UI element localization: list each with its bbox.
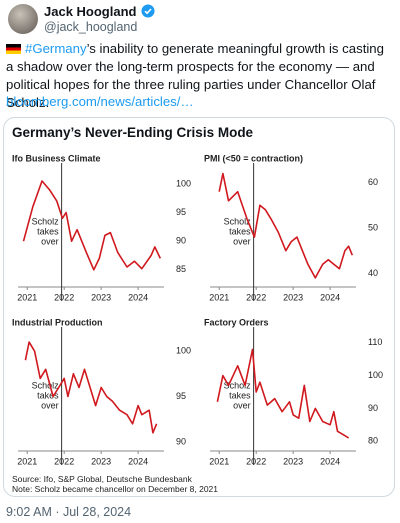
source-note: Source: Ifo, S&P Global, Deutsche Bundes… [12,474,192,484]
annotation: over [233,400,251,410]
x-tick-label: 2022 [246,292,266,302]
x-tick-label: 2024 [320,292,340,302]
data-line [24,341,158,434]
x-tick-label: 2021 [17,456,37,466]
data-line [22,180,162,271]
author-name[interactable]: Jack Hoogland [44,4,137,19]
y-tick-label: 80 [368,436,378,446]
y-tick-label: 60 [368,177,378,187]
x-tick-label: 2023 [91,292,111,302]
x-tick-label: 2024 [128,456,148,466]
media-card[interactable] [3,117,395,497]
y-tick-label: 90 [176,436,186,446]
x-tick-label: 2022 [54,456,74,466]
x-tick-label: 2023 [283,456,303,466]
tweet-text: #Germany’s inability to generate meaning… [6,40,394,112]
chart-panel: PMI (<50 = contraction) 40 50 60 2021 2022 202… [204,153,378,302]
tweet-body: ’s inability to generate meaningful grow… [6,41,384,110]
footnote: Note: Scholz became chancellor on Decemb… [12,484,219,494]
annotation: Scholz [224,380,252,390]
y-tick-label: 95 [176,207,186,217]
hashtag[interactable]: #Germany [25,41,87,56]
y-tick-label: 110 [368,337,382,347]
y-tick-label: 100 [176,178,191,188]
data-line [216,348,350,439]
x-tick-label: 2023 [283,292,303,302]
author-handle[interactable]: @jack_hoogland [44,20,138,34]
x-tick-label: 2024 [320,456,340,466]
chart-panel: Factory Orders 80 90 100 110 2021 2022 2023 2024… [204,317,383,466]
annotation: over [233,236,251,246]
chart-panel: Industrial Production 90 95 100 2021 2022 2023… [12,317,191,466]
annotation: takes [37,390,59,400]
annotation: takes [229,226,251,236]
annotation: Scholz [32,380,60,390]
timestamp[interactable]: 9:02 AM · Jul 28, 2024 [6,505,132,519]
x-tick-label: 2022 [54,292,74,302]
flag-icon [6,44,21,54]
x-tick-label: 2022 [246,456,266,466]
y-tick-label: 100 [176,346,191,356]
chart-panel: Ifo Business Climate 85 90 95 100 2021 2022 202… [12,153,191,302]
annotation: takes [37,226,59,236]
panel-title: Ifo Business Climate [12,153,101,163]
y-tick-label: 50 [368,222,378,232]
annotation: Scholz [224,216,252,226]
x-tick-label: 2024 [128,292,148,302]
y-tick-label: 85 [176,264,186,274]
avatar[interactable] [8,4,38,34]
figure-title: Germany’s Never-Ending Crisis Mode [12,125,254,140]
x-tick-label: 2021 [17,292,37,302]
panel-title: Factory Orders [204,317,269,327]
y-tick-label: 90 [368,403,378,413]
y-tick-label: 40 [368,268,378,278]
x-tick-label: 2021 [209,292,229,302]
annotation: takes [229,390,251,400]
annotation: over [41,400,59,410]
panel-title: Industrial Production [12,317,103,327]
annotation: Scholz [32,216,60,226]
x-tick-label: 2023 [91,456,111,466]
verified-badge [141,4,155,18]
link[interactable]: bloomberg.com/news/articles/… [6,94,194,109]
y-tick-label: 90 [176,236,186,246]
data-line [218,172,354,279]
panel-title: PMI (<50 = contraction) [204,153,303,163]
annotation: over [41,236,59,246]
x-tick-label: 2021 [209,456,229,466]
y-tick-label: 100 [368,370,383,380]
y-tick-label: 95 [176,391,186,401]
